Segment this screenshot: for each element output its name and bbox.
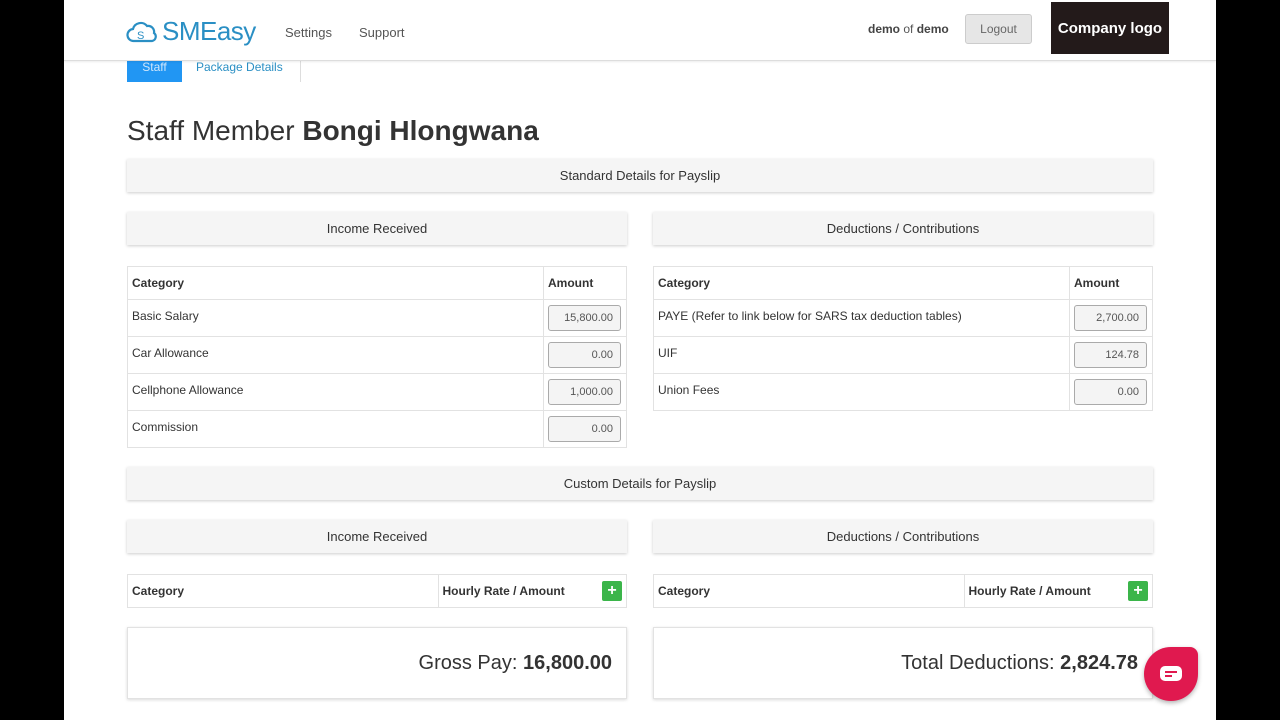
- gross-pay-label: Gross Pay:: [418, 651, 518, 674]
- row-category: UIF: [653, 336, 1070, 374]
- nav-settings[interactable]: Settings: [285, 25, 332, 40]
- col-amount: Amount: [1069, 266, 1153, 300]
- amount-input[interactable]: 1,000.00: [548, 379, 621, 405]
- cloud-logo-icon: S: [126, 21, 157, 42]
- total-deductions-label: Total Deductions:: [901, 651, 1055, 674]
- add-income-button[interactable]: +: [602, 581, 622, 601]
- nav-support[interactable]: Support: [359, 25, 405, 40]
- row-category: Commission: [127, 410, 544, 448]
- page: S SMEasy Settings Support demo of demo L…: [64, 0, 1216, 720]
- of-text: of: [903, 22, 914, 36]
- company-logo: Company logo: [1051, 2, 1169, 54]
- col-category: Category: [127, 574, 439, 608]
- table-row: Cellphone Allowance 1,000.00: [127, 373, 627, 411]
- standard-details-header: Standard Details for Payslip: [127, 159, 1153, 192]
- table-row: Commission 0.00: [127, 410, 627, 448]
- amount-input[interactable]: 124.78: [1074, 342, 1147, 368]
- chat-icon: [1160, 666, 1182, 681]
- top-nav: S SMEasy Settings Support demo of demo L…: [64, 0, 1216, 61]
- total-deductions-value: 2,824.78: [1060, 651, 1138, 674]
- amount-input[interactable]: 0.00: [548, 342, 621, 368]
- page-title: Staff Member Bongi Hlongwana: [127, 115, 539, 147]
- gross-pay-value: 16,800.00: [523, 651, 612, 674]
- amount-input[interactable]: 2,700.00: [1074, 305, 1147, 331]
- total-deductions-box: Total Deductions: 2,824.78: [653, 627, 1153, 699]
- username: demo: [868, 22, 901, 36]
- row-category: Basic Salary: [127, 299, 544, 337]
- table-row: PAYE (Refer to link below for SARS tax d…: [653, 299, 1153, 337]
- logo-text: SMEasy: [162, 16, 256, 46]
- amount-input[interactable]: 0.00: [1074, 379, 1147, 405]
- standard-deductions-header: Deductions / Contributions: [653, 212, 1153, 245]
- smeasy-logo[interactable]: S SMEasy: [126, 16, 256, 47]
- amount-input[interactable]: 15,800.00: [548, 305, 621, 331]
- tab-divider: [300, 60, 301, 82]
- custom-deductions-table: Category Hourly Rate / Amount +: [653, 574, 1153, 608]
- custom-income-header: Income Received: [127, 520, 627, 553]
- gross-pay-box: Gross Pay: 16,800.00: [127, 627, 627, 699]
- row-category: Cellphone Allowance: [127, 373, 544, 411]
- svg-text:S: S: [137, 30, 144, 42]
- logout-button[interactable]: Logout: [965, 14, 1032, 44]
- custom-details-header: Custom Details for Payslip: [127, 467, 1153, 500]
- standard-income-header: Income Received: [127, 212, 627, 245]
- table-row: UIF 124.78: [653, 336, 1153, 374]
- table-row: Car Allowance 0.00: [127, 336, 627, 374]
- chat-button[interactable]: [1144, 647, 1198, 701]
- company-name: demo: [916, 22, 949, 36]
- col-category: Category: [653, 574, 965, 608]
- col-amount: Amount: [543, 266, 627, 300]
- col-category: Category: [127, 266, 544, 300]
- amount-input[interactable]: 0.00: [548, 416, 621, 442]
- custom-income-table: Category Hourly Rate / Amount +: [127, 574, 627, 608]
- col-category: Category: [653, 266, 1070, 300]
- row-category: Car Allowance: [127, 336, 544, 374]
- col-rate-amount: Hourly Rate / Amount: [963, 574, 1124, 608]
- title-prefix: Staff Member: [127, 115, 295, 146]
- custom-deductions-header: Deductions / Contributions: [653, 520, 1153, 553]
- standard-income-table: Category Amount Basic Salary 15,800.00 Car…: [127, 266, 627, 448]
- row-category: Union Fees: [653, 373, 1070, 411]
- standard-deductions-table: Category Amount PAYE (Refer to link below…: [653, 266, 1153, 411]
- col-rate-amount: Hourly Rate / Amount: [437, 574, 598, 608]
- table-row: Union Fees 0.00: [653, 373, 1153, 411]
- staff-name: Bongi Hlongwana: [302, 115, 539, 146]
- add-deduction-button[interactable]: +: [1128, 581, 1148, 601]
- table-row: Basic Salary 15,800.00: [127, 299, 627, 337]
- tab-package-details[interactable]: Package Details: [196, 60, 283, 74]
- user-info: demo of demo: [868, 22, 949, 36]
- row-category: PAYE (Refer to link below for SARS tax d…: [653, 299, 1070, 337]
